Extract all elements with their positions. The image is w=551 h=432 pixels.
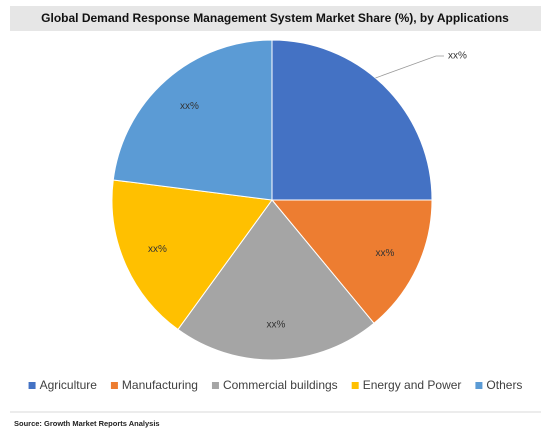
leader-line [375, 55, 444, 79]
pie-slice [271, 39, 433, 201]
value-label: xx% [180, 101, 199, 112]
value-label: xx% [375, 248, 394, 259]
pie-slice [177, 199, 375, 361]
legend-swatch [475, 382, 483, 389]
value-label: xx% [266, 319, 285, 330]
legend-label: Manufacturing [122, 378, 198, 392]
title-bar [10, 6, 541, 31]
legend-label: Commercial buildings [223, 378, 338, 392]
source-note: Source: Growth Market Reports Analysis [14, 419, 160, 428]
legend-swatch [110, 382, 118, 389]
value-label: xx% [148, 244, 167, 255]
pie-slice [270, 199, 433, 324]
legend-swatch [28, 382, 36, 389]
legend-label: Energy and Power [363, 378, 462, 392]
legend-swatch [211, 382, 219, 389]
legend-label: Others [486, 378, 522, 392]
value-label: xx% [448, 51, 467, 62]
pie-slice [111, 179, 273, 331]
legend-label: Agriculture [40, 378, 98, 392]
legend-swatch [351, 382, 359, 389]
chart-title: Global Demand Response Management System… [41, 11, 509, 25]
pie-slice [112, 39, 273, 201]
